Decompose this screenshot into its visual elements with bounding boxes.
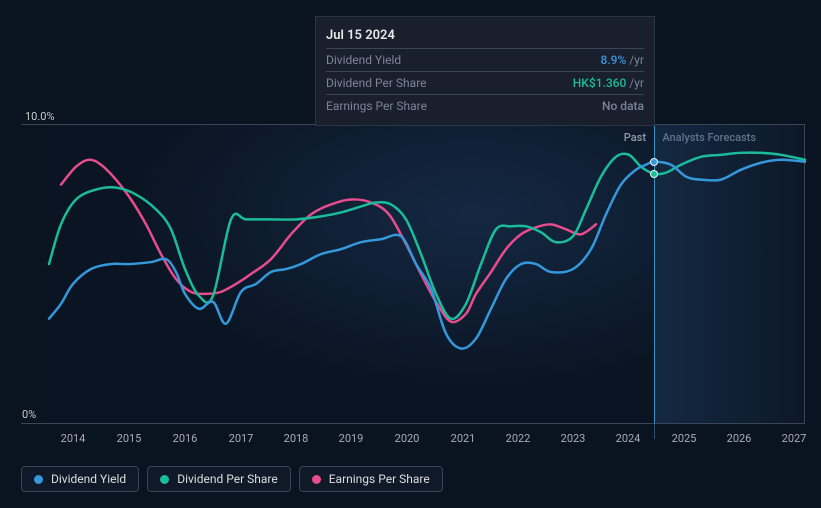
legend-dot-icon (160, 475, 169, 484)
x-tick: 2018 (284, 432, 309, 445)
tooltip: Jul 15 2024 Dividend Yield 8.9% /yr Divi… (315, 16, 655, 126)
tooltip-date: Jul 15 2024 (326, 25, 644, 48)
x-tick: 2025 (672, 432, 697, 445)
x-tick: 2027 (782, 432, 807, 445)
tooltip-label: Earnings Per Share (326, 99, 427, 113)
x-tick: 2015 (117, 432, 142, 445)
legend-dot-icon (34, 475, 43, 484)
legend-item-dividend-yield[interactable]: Dividend Yield (21, 466, 139, 492)
chart-svg (21, 125, 805, 423)
x-tick: 2022 (506, 432, 531, 445)
x-tick: 2023 (561, 432, 586, 445)
tooltip-value: HK$1.360 /yr (573, 76, 644, 90)
x-tick: 2020 (395, 432, 420, 445)
x-tick: 2021 (451, 432, 476, 445)
marker-dot (650, 158, 658, 166)
tooltip-row: Dividend Yield 8.9% /yr (326, 48, 644, 71)
x-tick: 2024 (616, 432, 641, 445)
earnings-per-share-line (61, 160, 596, 322)
tooltip-row: Earnings Per Share No data (326, 94, 644, 117)
tooltip-value: No data (602, 99, 644, 113)
x-tick: 2026 (727, 432, 752, 445)
legend-label: Dividend Yield (51, 472, 126, 486)
legend-label: Earnings Per Share (329, 472, 430, 486)
chart-area[interactable] (21, 124, 805, 424)
tooltip-value: 8.9% /yr (601, 53, 645, 67)
tooltip-label: Dividend Yield (326, 53, 401, 67)
y-axis-max: 10.0% (25, 110, 55, 123)
x-tick: 2019 (339, 432, 364, 445)
legend-dot-icon (312, 475, 321, 484)
x-tick: 2016 (173, 432, 198, 445)
tooltip-row: Dividend Per Share HK$1.360 /yr (326, 71, 644, 94)
marker-dot (650, 170, 658, 178)
tooltip-label: Dividend Per Share (326, 76, 427, 90)
legend: Dividend Yield Dividend Per Share Earnin… (21, 466, 443, 492)
legend-item-dividend-per-share[interactable]: Dividend Per Share (147, 466, 291, 492)
x-tick: 2014 (61, 432, 86, 445)
dividend-yield-area (49, 160, 805, 423)
legend-item-earnings-per-share[interactable]: Earnings Per Share (299, 466, 443, 492)
legend-label: Dividend Per Share (177, 472, 278, 486)
x-tick: 2017 (229, 432, 254, 445)
